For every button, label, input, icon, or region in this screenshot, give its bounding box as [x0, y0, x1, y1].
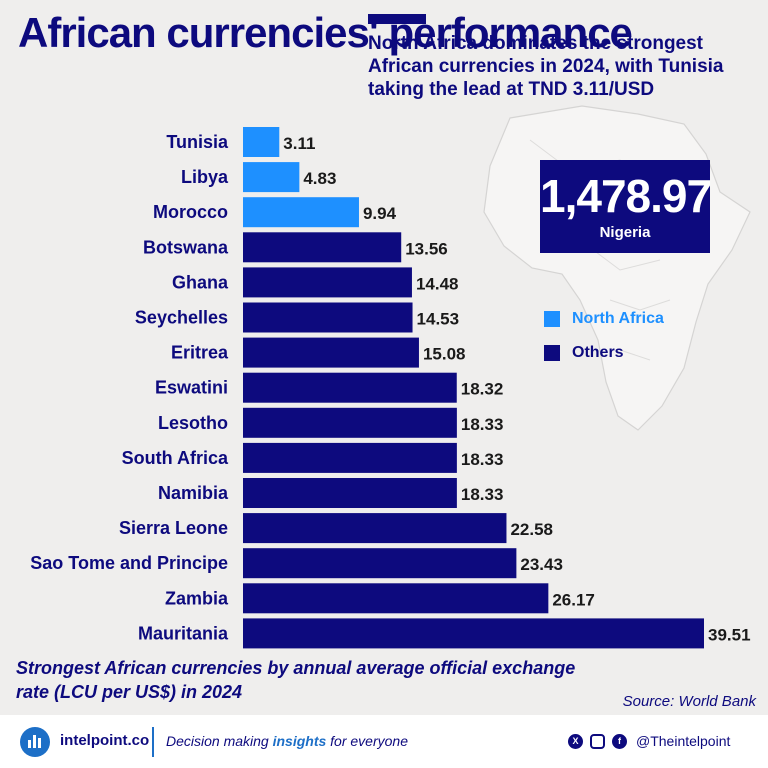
value-label-mauritania: 39.51 — [708, 625, 751, 644]
callout-value: 1,478.97 — [540, 170, 712, 222]
bar-south-africa — [243, 442, 457, 473]
x-icon[interactable]: X — [568, 734, 583, 749]
logo-bars-icon[interactable] — [20, 727, 50, 757]
category-label-morocco: Morocco — [153, 202, 228, 222]
bar-botswana — [243, 232, 402, 263]
nigeria-callout: 1,478.97 Nigeria — [540, 160, 712, 253]
callout-label: Nigeria — [599, 224, 651, 241]
chart-subtitle: North Africa dominates the strongest Afr… — [368, 33, 724, 100]
tagline-prefix: Decision making — [166, 733, 273, 749]
bar-eritrea — [243, 337, 419, 368]
bar-lesotho — [243, 407, 457, 438]
value-label-botswana: 13.56 — [405, 239, 448, 258]
category-label-eswatini: Eswatini — [155, 378, 228, 398]
chart-legend: North Africa Others — [544, 302, 664, 370]
category-label-mauritania: Mauritania — [138, 623, 229, 643]
value-label-lesotho: 18.33 — [461, 415, 504, 434]
value-label-south-africa: 18.33 — [461, 450, 504, 469]
footer-tagline: Decision making insights for everyone — [166, 733, 408, 749]
chart-title: African currencies' performance — [18, 9, 633, 56]
legend-swatch-north-africa — [544, 311, 560, 327]
instagram-icon[interactable] — [590, 734, 605, 749]
category-label-sierra-leone: Sierra Leone — [119, 518, 228, 538]
category-label-namibia: Namibia — [158, 483, 229, 503]
bar-sierra-leone — [243, 513, 507, 544]
footer-divider — [152, 727, 154, 757]
category-label-libya: Libya — [181, 167, 229, 187]
value-label-libya: 4.83 — [303, 169, 336, 188]
value-label-eswatini: 18.32 — [461, 380, 504, 399]
category-label-eritrea: Eritrea — [171, 343, 229, 363]
value-label-eritrea: 15.08 — [423, 345, 466, 364]
bar-tunisia — [243, 127, 280, 157]
bar-ghana — [243, 267, 412, 298]
bar-libya — [243, 162, 300, 193]
bar-eswatini — [243, 372, 457, 403]
legend-item-north-africa: North Africa — [544, 302, 664, 336]
bar-mauritania — [243, 618, 704, 649]
bar-zambia — [243, 583, 549, 614]
bar-chart: Tunisia 3.11 Libya 4.83 Morocco 9.94 Botswana 1… — [30, 127, 751, 649]
category-label-zambia: Zambia — [165, 588, 229, 608]
category-label-sao-tome-and-principe: Sao Tome and Principe — [30, 553, 228, 573]
value-label-sao-tome-and-principe: 23.43 — [520, 555, 563, 574]
legend-item-others: Others — [544, 336, 664, 370]
value-label-namibia: 18.33 — [461, 485, 504, 504]
chart-note: Strongest African currencies by annual a… — [16, 658, 576, 702]
category-label-ghana: Ghana — [172, 272, 229, 292]
value-label-zambia: 26.17 — [552, 590, 595, 609]
value-label-sierra-leone: 22.58 — [510, 520, 553, 539]
category-label-lesotho: Lesotho — [158, 413, 228, 433]
category-label-seychelles: Seychelles — [135, 308, 228, 328]
bar-sao-tome-and-principe — [243, 548, 517, 579]
social-handle[interactable]: @Theintelpoint — [636, 733, 731, 749]
value-label-tunisia: 3.11 — [283, 134, 315, 153]
tagline-emphasis: insights — [272, 733, 327, 749]
category-label-tunisia: Tunisia — [166, 132, 229, 152]
accent-rule — [368, 14, 426, 24]
footer-bar: intelpoint.co Decision making insights f… — [0, 715, 768, 768]
value-label-seychelles: 14.53 — [417, 310, 460, 329]
facebook-icon[interactable]: f — [612, 734, 627, 749]
category-label-botswana: Botswana — [143, 237, 229, 257]
value-label-ghana: 14.48 — [416, 274, 459, 293]
bar-seychelles — [243, 302, 413, 333]
tagline-suffix: for everyone — [326, 733, 408, 749]
brand-link[interactable]: intelpoint.co — [60, 732, 150, 749]
category-label-south-africa: South Africa — [122, 448, 229, 468]
bar-morocco — [243, 197, 359, 228]
value-label-morocco: 9.94 — [363, 204, 397, 223]
legend-swatch-others — [544, 345, 560, 361]
bar-namibia — [243, 478, 457, 508]
legend-label-others: Others — [572, 344, 624, 361]
legend-label-north-africa: North Africa — [572, 310, 664, 327]
chart-source: Source: World Bank — [622, 693, 756, 710]
